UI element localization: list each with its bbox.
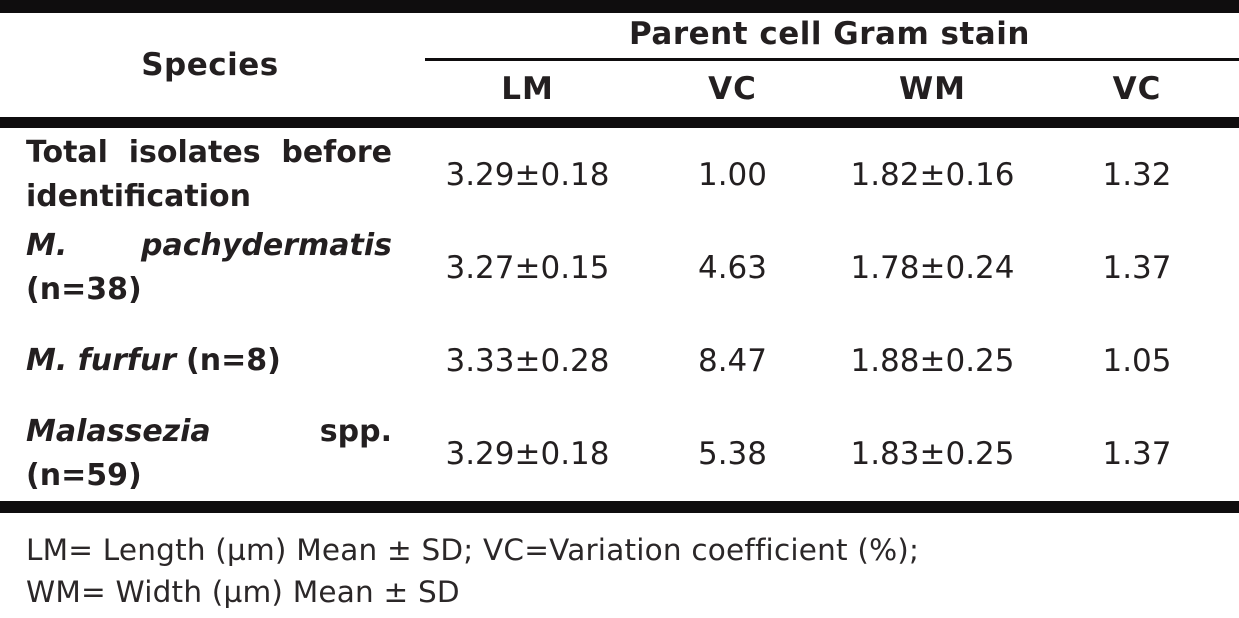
species-name-line2: (n=59): [26, 458, 142, 494]
species-cell: M. furfur (n=8): [0, 339, 420, 383]
species-name-line1: M. furfur (n=8): [26, 339, 392, 383]
footnote-line-2: WM= Width (µm) Mean ± SD: [26, 575, 460, 609]
species-word: before: [281, 134, 392, 170]
header-body-separator: [0, 117, 1239, 128]
column-header-vc1: VC: [708, 71, 757, 107]
species-cell: Total isolates before identification: [0, 131, 420, 219]
value-vc2: 1.37: [1102, 436, 1172, 473]
species-name-line2: identification: [26, 178, 251, 214]
sub-header-row: LM VC WM VC: [420, 61, 1239, 117]
species-name-line1: Total isolates before: [26, 131, 392, 175]
species-word: Total: [26, 134, 108, 170]
value-wm: 1.83±0.25: [850, 436, 1015, 473]
value-vc1: 5.38: [697, 436, 768, 473]
value-vc1: 1.00: [697, 156, 768, 193]
group-header-block: Parent cell Gram stain LM VC WM VC: [420, 13, 1239, 117]
table-row: M. pachydermatis (n=38) 3.27±0.15 4.63 1…: [0, 221, 1239, 314]
species-name-line2: (n=38): [26, 271, 142, 307]
species-word-italic: Malassezia: [26, 414, 211, 450]
table-body: Total isolates before identification 3.2…: [0, 128, 1239, 501]
value-lm: 3.27±0.15: [445, 249, 610, 286]
value-vc2: 1.05: [1102, 343, 1172, 380]
table-row: M. furfur (n=8) 3.33±0.28 8.47 1.88±0.25…: [0, 315, 1239, 408]
species-name-line1: Malassezia spp.: [26, 410, 392, 454]
column-header-lm: LM: [501, 71, 554, 107]
species-word-italic: M.: [26, 227, 68, 263]
column-header-vc2: VC: [1112, 71, 1162, 107]
column-header-wm: WM: [898, 71, 967, 107]
species-word-italic: pachydermatis: [140, 227, 392, 263]
value-wm: 1.78±0.24: [850, 249, 1015, 286]
table-top-border: [0, 0, 1239, 13]
species-cell: M. pachydermatis (n=38): [0, 224, 420, 312]
value-vc2: 1.32: [1102, 156, 1172, 193]
table-row: Total isolates before identification 3.2…: [0, 128, 1239, 221]
table-footnote: LM= Length (µm) Mean ± SD; VC=Variation …: [0, 513, 1239, 613]
value-wm: 1.82±0.16: [850, 156, 1015, 193]
table-header: Species Parent cell Gram stain LM VC WM …: [0, 13, 1239, 117]
species-cell: Malassezia spp. (n=59): [0, 410, 420, 498]
value-lm: 3.29±0.18: [445, 436, 610, 473]
species-word-italic: M. furfur: [26, 343, 177, 379]
value-lm: 3.33±0.28: [445, 343, 610, 380]
value-vc1: 8.47: [697, 343, 768, 380]
species-word: (n=8): [186, 343, 281, 379]
species-column-header: Species: [141, 47, 279, 83]
value-vc1: 4.63: [697, 249, 768, 286]
value-wm: 1.88±0.25: [850, 343, 1015, 380]
table-bottom-border: [0, 501, 1239, 513]
species-word: spp.: [319, 414, 392, 450]
value-lm: 3.29±0.18: [445, 156, 610, 193]
footnote-line-1: LM= Length (µm) Mean ± SD; VC=Variation …: [26, 533, 920, 567]
table-row: Malassezia spp. (n=59) 3.29±0.18 5.38 1.…: [0, 408, 1239, 501]
group-header-title: Parent cell Gram stain: [629, 16, 1030, 52]
species-name-line1: M. pachydermatis: [26, 224, 392, 268]
species-word: isolates: [128, 134, 261, 170]
value-vc2: 1.37: [1102, 249, 1172, 286]
group-header-underline: [425, 58, 1239, 61]
